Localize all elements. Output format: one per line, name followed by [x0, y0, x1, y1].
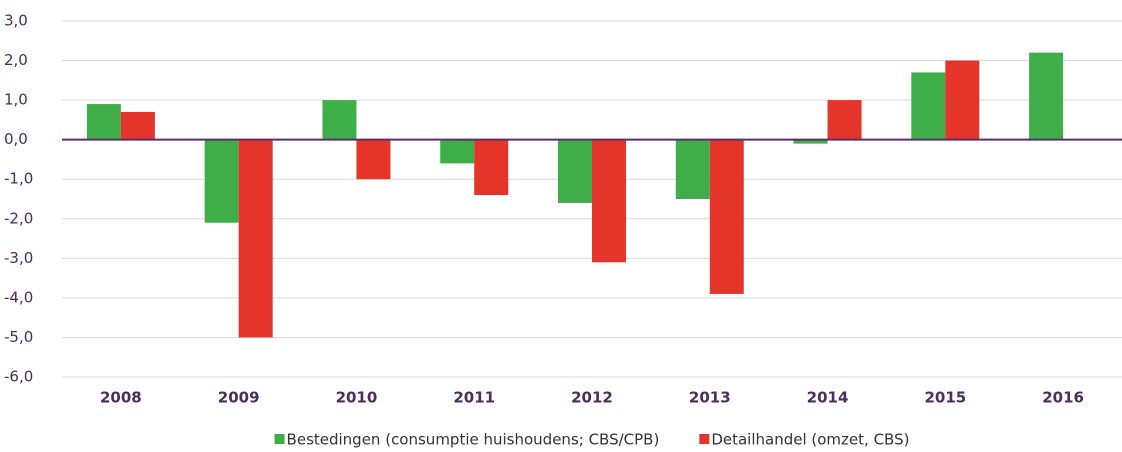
x-tick-label: 2010 [336, 389, 378, 407]
x-tick-label: 2014 [807, 389, 849, 407]
legend-label: Bestedingen (consumptie huishoudens; CBS… [287, 431, 660, 449]
bar [1029, 52, 1064, 140]
bar [945, 60, 980, 140]
y-tick-label: 3,0 [4, 12, 28, 30]
y-tick-label: -4,0 [4, 288, 33, 306]
y-tick-label: 0,0 [4, 130, 28, 148]
bar [793, 139, 828, 144]
x-tick-label: 2011 [453, 389, 495, 407]
x-tick-label: 2013 [689, 389, 731, 407]
bar [238, 139, 273, 338]
y-tick-label: 2,0 [4, 51, 28, 69]
y-tick-label: -5,0 [4, 328, 33, 346]
bar [120, 111, 155, 140]
bar [204, 139, 239, 223]
bar [827, 100, 862, 140]
y-tick-label: -3,0 [4, 249, 33, 267]
legend-swatch [274, 434, 285, 444]
bar [86, 104, 121, 140]
bar [675, 139, 710, 199]
x-tick-label: 2009 [218, 389, 260, 407]
bar [592, 139, 626, 263]
x-tick-label: 2012 [571, 389, 613, 407]
y-tick-label: -2,0 [4, 209, 33, 227]
bar [558, 139, 592, 203]
bar [440, 139, 475, 164]
legend-swatch [699, 434, 710, 444]
bar [709, 139, 744, 294]
bar [356, 139, 391, 180]
x-tick-label: 2008 [100, 389, 142, 407]
bar [474, 139, 509, 196]
bar [911, 72, 946, 140]
x-tick-label: 2016 [1042, 389, 1084, 407]
y-tick-label: 1,0 [4, 91, 28, 109]
bar [322, 100, 357, 140]
y-tick-label: -1,0 [4, 170, 33, 188]
x-tick-label: 2015 [924, 389, 966, 407]
y-tick-label: -6,0 [4, 368, 33, 386]
legend-label: Detailhandel (omzet, CBS) [711, 431, 909, 449]
